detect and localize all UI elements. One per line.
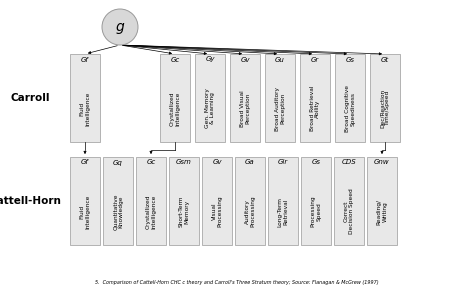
Text: Crystallized
Intelligence: Crystallized Intelligence [146,194,156,229]
Text: CDS: CDS [342,160,356,166]
FancyBboxPatch shape [195,54,225,142]
FancyBboxPatch shape [136,157,166,245]
FancyBboxPatch shape [335,54,365,142]
Text: 5.  Comparison of Cattell-Horn CHC c theory and Carroll's Three Stratum theory; : 5. Comparison of Cattell-Horn CHC c theo… [95,280,379,285]
FancyBboxPatch shape [103,157,133,245]
Text: Gs: Gs [346,57,355,62]
Text: Glr: Glr [278,160,288,166]
Text: Gf: Gf [81,57,89,62]
Text: Broad Retrieval
Ability: Broad Retrieval Ability [310,86,320,131]
Text: Ga: Ga [245,160,255,166]
FancyBboxPatch shape [370,54,400,142]
Text: Gc: Gc [170,57,180,62]
Text: Gq: Gq [113,160,123,166]
Text: Gr: Gr [311,57,319,62]
Text: Broad Auditory
Perception: Broad Auditory Perception [275,87,285,131]
FancyBboxPatch shape [169,157,199,245]
Text: Gv: Gv [212,160,222,166]
Text: Gs: Gs [311,160,320,166]
Text: Cattell-Horn: Cattell-Horn [0,196,61,206]
FancyBboxPatch shape [230,54,260,142]
FancyBboxPatch shape [202,157,232,245]
Text: Crystallized
Intelligence: Crystallized Intelligence [170,91,180,126]
Text: Broad Cognitive
Speediness: Broad Cognitive Speediness [345,85,356,132]
Text: Visual
Processing: Visual Processing [212,196,222,227]
FancyBboxPatch shape [235,157,265,245]
Text: Quantitative
Knowledge: Quantitative Knowledge [113,193,123,230]
FancyBboxPatch shape [70,54,100,142]
FancyBboxPatch shape [367,157,397,245]
FancyBboxPatch shape [160,54,190,142]
FancyBboxPatch shape [301,157,331,245]
Text: Dec/Reaction
Time/Speed: Dec/Reaction Time/Speed [380,89,390,128]
Text: Gnw: Gnw [374,160,390,166]
FancyBboxPatch shape [70,157,100,245]
Text: Gf: Gf [81,160,89,166]
Text: Long-Term
Retrieval: Long-Term Retrieval [278,197,288,227]
FancyBboxPatch shape [268,157,298,245]
Text: Carroll: Carroll [10,93,50,103]
Text: Processing
Speed: Processing Speed [310,196,321,227]
Text: Reading/
Writing: Reading/ Writing [377,199,387,225]
Text: Gc: Gc [146,160,155,166]
Text: Auditory
Processing: Auditory Processing [245,196,255,227]
Text: Gv: Gv [240,57,250,62]
Text: Fluid
Intelligence: Fluid Intelligence [80,91,91,126]
FancyBboxPatch shape [265,54,295,142]
Text: Gt: Gt [381,57,389,62]
Text: Fluid
Intelligence: Fluid Intelligence [80,194,91,229]
Text: Gy: Gy [205,57,215,62]
Text: Gu: Gu [275,57,285,62]
Text: Correct
Decision Speed: Correct Decision Speed [344,189,354,234]
Text: g: g [116,20,124,34]
FancyBboxPatch shape [334,157,364,245]
Circle shape [102,9,138,45]
Text: Gsm: Gsm [176,160,192,166]
FancyBboxPatch shape [300,54,330,142]
Text: Broad Visual
Perception: Broad Visual Perception [240,90,250,127]
Text: Gen. Memory
& Learning: Gen. Memory & Learning [205,89,215,129]
Text: Short-Term
Memory: Short-Term Memory [179,196,189,227]
